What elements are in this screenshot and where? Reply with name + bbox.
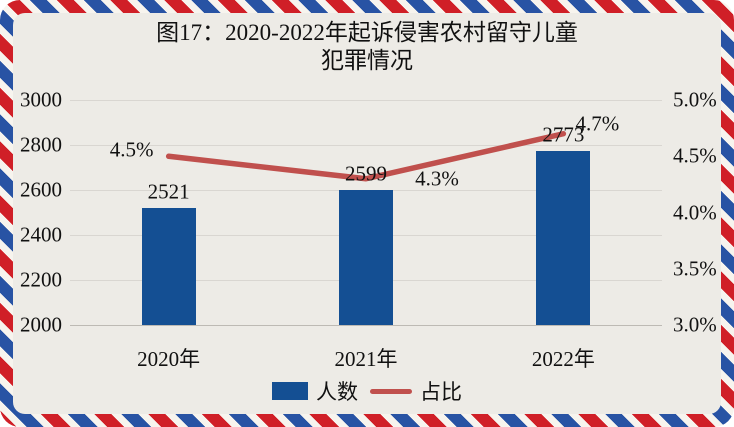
legend: 人数 占比 <box>13 376 721 406</box>
left-tick-label: 3000 <box>20 87 62 112</box>
x-axis-label: 2022年 <box>531 347 595 371</box>
left-tick-label: 2200 <box>20 267 62 292</box>
legend-item-占比: 占比 <box>370 376 462 406</box>
bar-2020年 <box>141 207 196 325</box>
right-tick-label: 4.0% <box>673 200 717 224</box>
legend-item-人数: 人数 <box>272 376 358 406</box>
line-value-label: 4.5% <box>109 137 154 162</box>
legend-line-swatch <box>370 388 412 394</box>
left-tick-label: 2000 <box>20 312 62 337</box>
gridline <box>70 100 662 101</box>
legend-bar-swatch <box>272 382 308 400</box>
chart-canvas: 图17：2020-2022年起诉侵害农村留守儿童 犯罪情况 3000 2800 26… <box>13 13 721 414</box>
bar-2022年 <box>536 151 591 325</box>
bar-value-label: 2773 <box>542 122 585 147</box>
x-axis-label: 2020年 <box>137 347 201 371</box>
left-tick-label: 2600 <box>20 177 62 202</box>
bar-value-label: 2599 <box>345 161 387 186</box>
chart-title: 图17：2020-2022年起诉侵害农村留守儿童 犯罪情况 <box>156 20 578 73</box>
legend-label: 人数 <box>316 380 358 404</box>
left-tick-label: 2400 <box>20 222 62 247</box>
right-tick-label: 3.0% <box>673 312 717 337</box>
line-value-label: 4.7% <box>575 111 620 136</box>
bar-2021年 <box>339 190 393 325</box>
line-value-label: 4.3% <box>415 166 459 191</box>
right-tick-label: 4.5% <box>673 143 717 168</box>
gridline <box>70 325 662 326</box>
left-tick-label: 2800 <box>20 132 62 157</box>
right-tick-label: 5.0% <box>673 87 717 112</box>
bar-value-label: 2521 <box>147 179 190 204</box>
legend-label: 占比 <box>420 380 462 404</box>
right-tick-label: 3.5% <box>673 256 717 281</box>
x-axis-label: 2021年 <box>334 347 398 371</box>
